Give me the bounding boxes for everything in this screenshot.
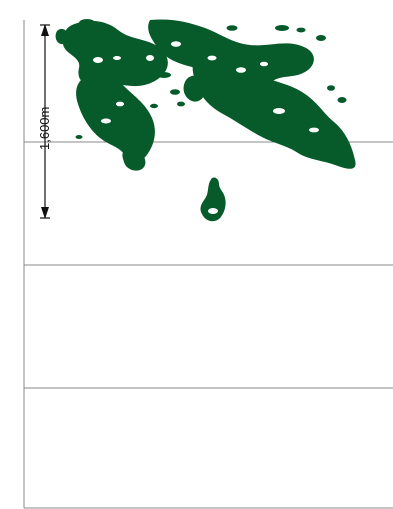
forest-opening	[171, 41, 181, 47]
forest-fragment	[177, 101, 185, 107]
forest-opening	[208, 208, 218, 214]
forest-opening	[93, 57, 103, 63]
forest-opening	[260, 61, 268, 67]
forest-fragment	[327, 85, 335, 91]
forest-fragment	[157, 72, 171, 78]
forest-fragment	[79, 19, 95, 27]
forest-fragment	[150, 103, 158, 109]
forest-cover-layer	[55, 19, 356, 222]
forest-fragment	[337, 97, 347, 103]
scale-bar-label: 1,600m	[37, 107, 52, 150]
forest-patch-left-lobe	[76, 72, 155, 165]
scale-bar-bottom-arrow	[41, 207, 49, 219]
forest-fragment	[275, 25, 289, 31]
forest-opening	[236, 67, 246, 73]
map-grid	[23, 20, 393, 509]
forest-opening	[113, 56, 121, 60]
forest-openings	[93, 41, 319, 214]
forest-patch-upper-cluster	[148, 19, 314, 90]
scale-bar: 1,600m	[37, 24, 52, 219]
forest-opening	[207, 55, 217, 61]
forest-fragment	[170, 89, 180, 95]
forest-fragment	[213, 97, 223, 103]
forest-fragment	[226, 25, 238, 31]
forest-fragment	[75, 135, 83, 139]
forest-patch-small-ridge	[183, 75, 206, 102]
forest-fragment	[296, 27, 306, 33]
forest-patch-right-band	[192, 57, 356, 169]
forest-opening	[309, 127, 319, 133]
forest-fragment	[94, 41, 108, 49]
forest-opening	[273, 108, 285, 114]
forest-fragment	[257, 109, 267, 115]
forest-opening	[146, 55, 154, 61]
scale-bar-top-arrow	[41, 24, 49, 36]
forest-patch-left-tail	[122, 148, 146, 171]
forest-opening	[116, 101, 124, 107]
forest-patch-small-isolated	[200, 177, 226, 222]
forest-opening	[101, 118, 111, 124]
forest-patch-far-left	[55, 28, 69, 45]
forest-fragment	[316, 35, 326, 41]
forest-fragment	[131, 65, 147, 73]
